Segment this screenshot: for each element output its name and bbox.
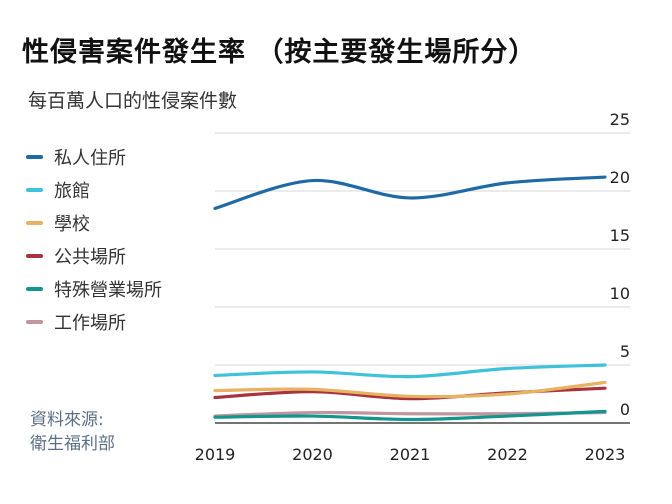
legend-label: 私人住所: [54, 147, 126, 169]
legend-swatch: [26, 187, 43, 192]
legend-label: 工作場所: [54, 312, 126, 334]
legend-swatch: [26, 319, 43, 324]
legend-item-special-business: 特殊營業場所: [26, 272, 162, 305]
legend-swatch: [26, 154, 43, 159]
y-tick-label: 0: [620, 400, 630, 419]
legend-item-public-place: 公共場所: [26, 239, 162, 272]
legend-item-hotel: 旅館: [26, 173, 162, 206]
chart-title: 性侵害案件發生率 （按主要發生場所分）: [22, 37, 537, 68]
x-tick-label: 2023: [585, 445, 626, 464]
legend-item-private-residence: 私人住所: [26, 140, 162, 173]
y-tick-label: 20: [610, 168, 630, 187]
y-tick-label: 10: [610, 284, 630, 303]
legend-label: 旅館: [54, 180, 90, 202]
legend-label: 學校: [54, 213, 90, 235]
series-line: [213, 409, 607, 422]
x-tick-label: 2019: [195, 445, 236, 464]
x-tick-label: 2022: [487, 445, 528, 464]
legend-swatch: [26, 253, 43, 258]
legend-swatch: [26, 220, 43, 225]
legend-item-workplace: 工作場所: [26, 305, 162, 338]
series-line: [213, 380, 607, 399]
x-tick-label: 2020: [292, 445, 333, 464]
legend-label: 特殊營業場所: [54, 279, 162, 301]
chart-subtitle: 每百萬人口的性侵案件數: [28, 90, 238, 112]
y-tick-label: 15: [610, 226, 630, 245]
x-tick-label: 2021: [390, 445, 431, 464]
legend-swatch: [26, 286, 43, 291]
y-tick-label: 5: [620, 342, 630, 361]
y-tick-label: 25: [610, 110, 630, 129]
series-line: [213, 175, 607, 210]
legend: 私人住所 旅館 學校 公共場所 特殊營業場所 工作場所: [26, 140, 162, 338]
source-value: 衛生福利部: [30, 434, 115, 454]
legend-item-school: 學校: [26, 206, 162, 239]
source-note: 資料來源: 衛生福利部: [30, 408, 115, 456]
legend-label: 公共場所: [54, 246, 126, 268]
source-label: 資料來源:: [30, 410, 104, 430]
series-line: [213, 363, 607, 379]
